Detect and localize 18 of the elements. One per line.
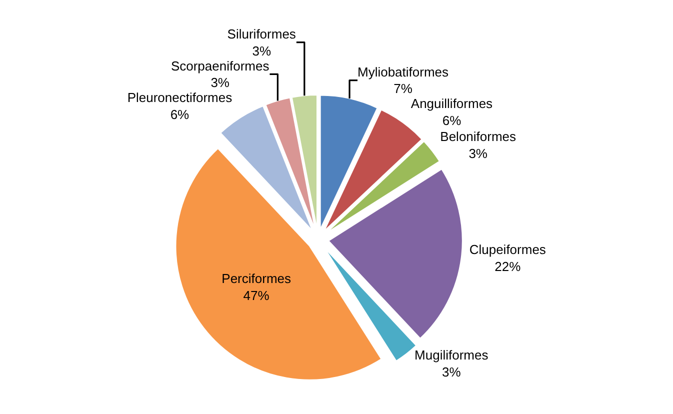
slice-label: Mugiliformes — [414, 348, 489, 363]
data-label: 47% — [243, 288, 270, 304]
slice-label: Myliobatiformes — [357, 64, 450, 80]
slice-label: Siluriformes — [227, 26, 296, 42]
slice-label: Beloniformes — [440, 128, 517, 144]
slice-label: Perciformes — [222, 271, 292, 286]
data-label: 3% — [468, 146, 488, 161]
slice-label: Scorpaeniformes — [170, 58, 270, 74]
data-label: 6% — [170, 107, 190, 122]
data-label: 3% — [210, 75, 230, 90]
data-label: 3% — [442, 364, 462, 380]
data-label: 7% — [394, 81, 413, 96]
slice-label: Anguilliformes — [410, 96, 494, 112]
data-label: 22% — [494, 258, 522, 274]
data-label: 6% — [442, 113, 462, 128]
data-label: 3% — [252, 43, 272, 58]
slice-label: Pleuronectiformes — [127, 90, 233, 106]
slice-label: Clupeiformes — [469, 242, 546, 257]
